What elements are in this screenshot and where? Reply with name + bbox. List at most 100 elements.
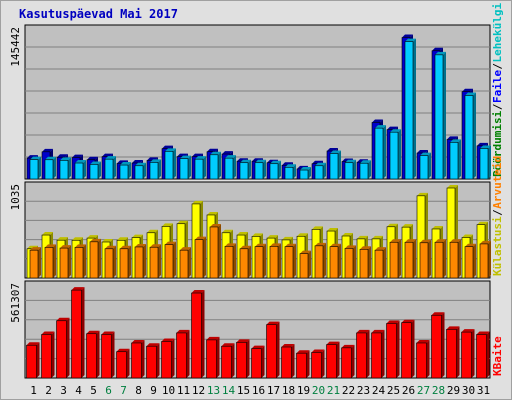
bar-faile-6-top bbox=[102, 153, 113, 157]
bar-arvuteid-9-top bbox=[150, 244, 161, 248]
bar-kbaite-9-top bbox=[146, 343, 160, 347]
bar-faile-14-top bbox=[222, 151, 233, 155]
bar-arvuteid-30-top bbox=[465, 243, 476, 247]
bar-kbaite-23 bbox=[356, 332, 367, 379]
bar-lehekülgi-27-top bbox=[420, 152, 431, 156]
bar-lehekülgi-14-top bbox=[225, 155, 236, 159]
bar-arvuteid-2-top bbox=[45, 244, 56, 248]
bar-lehekülgi-8-side bbox=[143, 162, 146, 179]
bar-kbaite-12-side bbox=[201, 290, 205, 378]
bar-arvuteid-27-side bbox=[428, 239, 431, 278]
x-tick-label: 15 bbox=[237, 384, 250, 397]
bar-lehekülgi-5-side bbox=[98, 161, 101, 179]
bar-lehekülgi-4 bbox=[74, 162, 84, 180]
bar-kbaite-29 bbox=[446, 329, 457, 379]
legend-pöördumisi: Pöördumisi bbox=[491, 110, 504, 177]
bar-kbaite-18-top bbox=[281, 344, 295, 348]
bar-arvuteid-18-side bbox=[293, 243, 296, 278]
bar-lehekülgi-9 bbox=[149, 162, 159, 180]
bar-kbaite-16-side bbox=[261, 345, 265, 378]
bar-kbaite-6 bbox=[101, 334, 112, 379]
bar-lehekülgi-24-top bbox=[375, 125, 386, 129]
x-tick-label: 17 bbox=[267, 384, 280, 397]
bar-kbaite-1-top bbox=[26, 342, 40, 346]
bar-kbaite-10 bbox=[161, 341, 172, 379]
bar-kbaite-6-top bbox=[101, 331, 115, 335]
bar-faile-10-top bbox=[162, 145, 173, 149]
bar-kbaite-23-side bbox=[366, 329, 370, 378]
bar-lehekülgi-31-side bbox=[488, 145, 491, 179]
bar-arvuteid-31-side bbox=[488, 240, 491, 278]
x-tick-label: 3 bbox=[60, 384, 67, 397]
bar-arvuteid-24 bbox=[374, 249, 384, 279]
bar-lehekülgi-29-side bbox=[458, 139, 461, 179]
bar-lehekülgi-4-top bbox=[75, 160, 86, 164]
bar-lehekülgi-15-top bbox=[240, 159, 251, 163]
bar-arvuteid-6-top bbox=[105, 245, 116, 249]
bar-külastusi-5-top bbox=[87, 235, 98, 239]
x-tick-label: 31 bbox=[477, 384, 490, 397]
bar-arvuteid-11-side bbox=[188, 247, 191, 278]
bar-külastusi-27-top bbox=[417, 192, 428, 196]
bar-lehekülgi-13-top bbox=[210, 151, 221, 155]
bar-kbaite-15-top bbox=[236, 339, 250, 343]
bar-faile-21-top bbox=[327, 148, 338, 152]
bar-arvuteid-4 bbox=[74, 247, 84, 279]
bar-kbaite-17-top bbox=[266, 321, 280, 325]
x-tick-label: 2 bbox=[45, 384, 52, 397]
bar-lehekülgi-13 bbox=[209, 154, 219, 180]
legend-arvuteid: Arvuteid bbox=[491, 156, 504, 209]
x-tick-label: 9 bbox=[150, 384, 157, 397]
bar-arvuteid-10 bbox=[164, 244, 174, 279]
bar-lehekülgi-30 bbox=[464, 95, 474, 180]
bar-lehekülgi-19-top bbox=[300, 167, 311, 171]
bar-arvuteid-15-side bbox=[248, 245, 251, 278]
bar-lehekülgi-19-side bbox=[308, 167, 311, 179]
bar-kbaite-8-side bbox=[141, 339, 145, 378]
bar-arvuteid-18 bbox=[284, 246, 294, 279]
bar-kbaite-21 bbox=[326, 344, 337, 379]
bar-arvuteid-16-side bbox=[263, 243, 266, 278]
bar-arvuteid-10-top bbox=[165, 241, 176, 245]
bar-lehekülgi-30-side bbox=[473, 92, 476, 179]
bar-arvuteid-7 bbox=[119, 248, 129, 279]
bar-arvuteid-17 bbox=[269, 246, 279, 279]
bar-kbaite-4-side bbox=[81, 287, 85, 378]
bar-kbaite-23-top bbox=[356, 329, 370, 333]
legend-kbaite: KBaite bbox=[491, 336, 504, 376]
bar-faile-3-top bbox=[57, 154, 68, 158]
bar-kbaite-7-top bbox=[116, 348, 130, 352]
bar-külastusi-8-top bbox=[132, 234, 143, 238]
bar-arvuteid-12 bbox=[194, 239, 204, 279]
bar-külastusi-4-top bbox=[72, 237, 83, 241]
bar-kbaite-27-side bbox=[426, 339, 430, 378]
bar-kbaite-25-top bbox=[386, 320, 400, 324]
bar-kbaite-22-top bbox=[341, 344, 355, 348]
bar-lehekülgi-26-side bbox=[413, 38, 416, 179]
bar-arvuteid-11-top bbox=[180, 247, 191, 251]
x-tick-label: 12 bbox=[192, 384, 205, 397]
bar-arvuteid-5-side bbox=[98, 238, 101, 278]
x-tick-label: 27 bbox=[417, 384, 430, 397]
bar-lehekülgi-23-side bbox=[368, 160, 371, 179]
bar-arvuteid-21-top bbox=[330, 243, 341, 247]
bar-lehekülgi-22-top bbox=[345, 159, 356, 163]
bar-arvuteid-4-side bbox=[83, 244, 86, 278]
bar-lehekülgi-21-side bbox=[338, 150, 341, 179]
x-tick-label: 7 bbox=[120, 384, 127, 397]
bar-kbaite-16 bbox=[251, 348, 262, 379]
x-tick-label: 23 bbox=[357, 384, 370, 397]
bar-arvuteid-20-side bbox=[323, 242, 326, 278]
bar-arvuteid-11 bbox=[179, 249, 189, 279]
bar-arvuteid-30 bbox=[464, 246, 474, 279]
bar-arvuteid-17-side bbox=[278, 243, 281, 278]
legend-separator: / bbox=[491, 63, 504, 70]
bar-arvuteid-29-side bbox=[458, 239, 461, 278]
x-tick-label: 14 bbox=[222, 384, 236, 397]
bar-külastusi-21-top bbox=[327, 228, 338, 232]
bar-lehekülgi-3 bbox=[59, 160, 69, 180]
bar-kbaite-18-side bbox=[291, 344, 295, 378]
legend-separator: / bbox=[491, 209, 504, 216]
bar-lehekülgi-1 bbox=[29, 159, 39, 180]
bar-lehekülgi-10-side bbox=[173, 148, 176, 179]
